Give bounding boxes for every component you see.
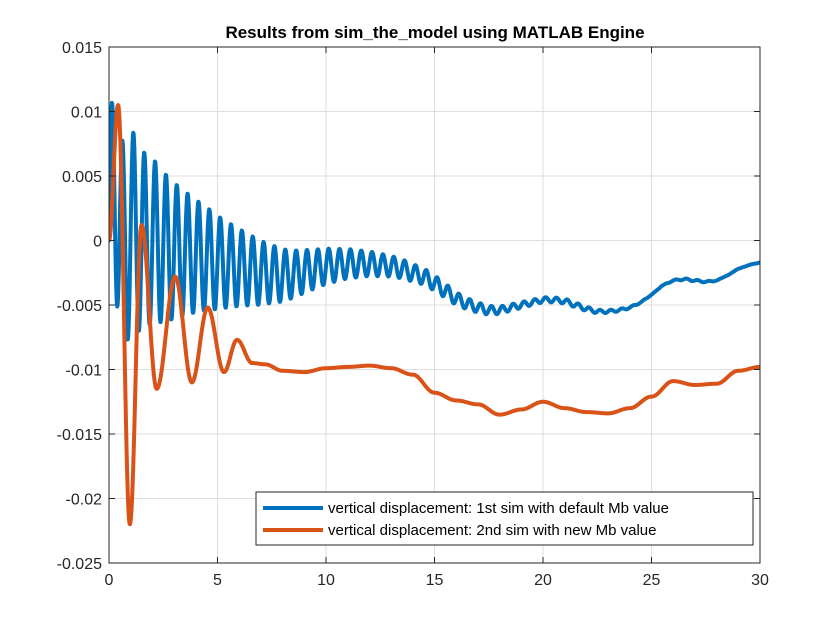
x-tick-label: 20 xyxy=(534,572,552,589)
tick-marks xyxy=(108,46,761,564)
y-tick-label: 0.01 xyxy=(71,105,102,122)
series-line-1 xyxy=(109,100,760,342)
x-tick-label: 30 xyxy=(751,572,769,589)
legend-label-series-2: vertical displacement: 2nd sim with new … xyxy=(328,522,656,539)
x-tick-label: 25 xyxy=(643,572,661,589)
x-tick-label: 15 xyxy=(426,572,444,589)
y-tick-label: 0 xyxy=(93,234,102,251)
y-tick-label: 0.005 xyxy=(62,169,102,186)
chart-title: Results from sim_the_model using MATLAB … xyxy=(225,23,644,42)
y-tick-label: -0.02 xyxy=(66,492,103,509)
y-tick-label: -0.01 xyxy=(66,363,103,380)
series-layer xyxy=(109,100,760,527)
y-tick-label: 0.015 xyxy=(62,40,102,57)
series-line-2 xyxy=(109,103,760,527)
y-tick-label: -0.005 xyxy=(57,298,102,315)
legend-box xyxy=(255,491,754,546)
legend-label-series-1: vertical displacement: 1st sim with defa… xyxy=(328,500,669,517)
y-tick-label: -0.025 xyxy=(57,556,102,573)
y-tick-label: -0.015 xyxy=(57,427,102,444)
tick-labels: 0 5 10 15 20 25 30 0.015 0.01 0.005 0 -0.005 -0.01 -0… xyxy=(57,40,769,589)
legend: vertical displacement: 1st sim with defa… xyxy=(255,491,754,546)
x-tick-label: 5 xyxy=(213,572,222,589)
x-tick-label: 10 xyxy=(317,572,335,589)
x-tick-label: 0 xyxy=(105,572,114,589)
